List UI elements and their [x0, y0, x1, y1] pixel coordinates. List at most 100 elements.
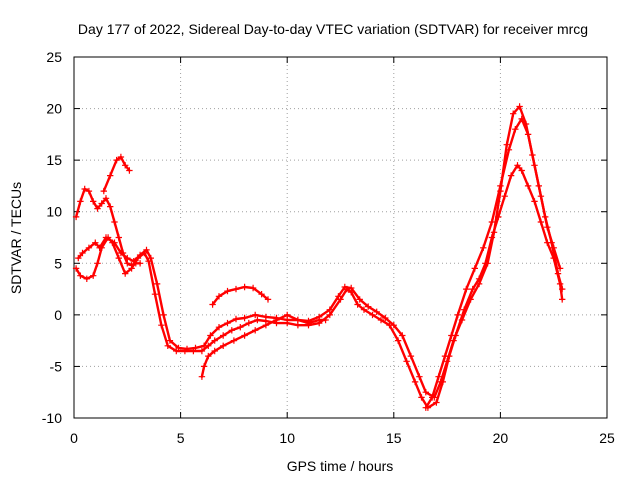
data-point — [126, 167, 133, 174]
data-point — [524, 182, 532, 190]
data-point — [224, 287, 231, 295]
data-point — [241, 314, 248, 322]
data-point — [207, 332, 214, 339]
series-line — [211, 285, 270, 306]
data-point — [422, 404, 429, 411]
data-point — [81, 185, 88, 193]
y-tick-label: 5 — [54, 255, 62, 271]
data-point — [111, 239, 118, 246]
data-point — [514, 162, 521, 169]
data-point — [407, 352, 415, 360]
data-point — [124, 260, 131, 267]
axis-ticks: 0 5 10 15 20 25 -10 -5 0 5 10 15 20 25 — [42, 49, 615, 446]
data-point — [294, 316, 302, 324]
data-point — [224, 319, 231, 327]
data-point — [90, 272, 97, 279]
data-point — [284, 311, 291, 319]
data-point — [326, 306, 333, 313]
x-tick-label: 5 — [177, 430, 185, 446]
series-line — [74, 187, 142, 267]
data-point — [433, 399, 440, 406]
x-tick-label: 0 — [70, 430, 78, 446]
data-point — [382, 314, 389, 322]
data-point — [241, 332, 248, 339]
data-point — [416, 373, 423, 380]
series-arc-6 — [198, 311, 329, 380]
y-tick-label: -5 — [50, 358, 63, 374]
data-point — [507, 172, 515, 179]
data-point — [136, 260, 144, 267]
data-point — [245, 319, 252, 327]
series-line — [424, 117, 562, 409]
data-point — [160, 311, 167, 319]
data-point — [544, 224, 551, 231]
data-point — [249, 284, 257, 292]
chart-title: Day 177 of 2022, Sidereal Day-to-day VTE… — [78, 21, 588, 37]
data-point — [262, 322, 270, 329]
data-point — [454, 311, 461, 319]
data-point — [469, 285, 476, 293]
data-point — [102, 234, 110, 241]
data-point — [85, 187, 93, 195]
data-point — [252, 327, 259, 334]
data-point — [115, 254, 122, 262]
y-tick-label: 20 — [46, 101, 62, 117]
data-point — [192, 344, 199, 352]
data-point — [435, 373, 442, 380]
data-point — [475, 280, 483, 288]
data-point — [559, 296, 566, 303]
plot-frame — [73, 56, 608, 419]
data-point — [232, 285, 240, 293]
data-point — [90, 198, 97, 205]
data-point — [463, 285, 470, 293]
data-point — [85, 244, 93, 251]
data-point — [175, 344, 182, 352]
data-point — [92, 239, 99, 246]
data-point — [102, 195, 110, 202]
data-point — [200, 363, 208, 370]
data-point — [471, 265, 478, 272]
data-point — [354, 301, 361, 308]
series-arc-3 — [72, 185, 144, 269]
data-point — [531, 162, 538, 169]
series-arc-2 — [75, 103, 566, 401]
y-axis-title: SDTVAR / TECUs — [8, 182, 24, 294]
data-point — [111, 218, 118, 226]
data-point — [220, 342, 227, 349]
data-point — [228, 327, 235, 334]
series-layer — [72, 103, 566, 411]
data-point — [322, 316, 329, 324]
data-point — [107, 203, 114, 210]
y-tick-label: 15 — [46, 152, 62, 168]
data-point — [75, 254, 82, 262]
data-point — [373, 308, 380, 315]
data-point — [399, 332, 406, 339]
data-point — [554, 270, 562, 277]
data-point — [524, 131, 532, 138]
data-point — [369, 311, 376, 319]
y-tick-label: 10 — [46, 204, 62, 220]
data-point — [501, 193, 508, 200]
data-point — [200, 342, 208, 349]
data-point — [232, 315, 240, 323]
data-point — [258, 291, 265, 298]
data-point — [211, 337, 218, 344]
data-point — [72, 213, 80, 221]
data-point — [550, 244, 557, 251]
data-point — [518, 167, 525, 174]
data-point — [356, 296, 363, 303]
data-point — [556, 265, 564, 272]
data-point — [448, 332, 455, 339]
data-point — [341, 283, 348, 291]
data-point — [316, 316, 323, 324]
data-point — [518, 115, 525, 123]
data-point — [254, 316, 261, 324]
series-line — [102, 155, 131, 193]
data-point — [220, 332, 227, 339]
data-point — [264, 296, 272, 303]
data-point — [273, 316, 280, 324]
data-point — [467, 296, 474, 303]
series-arc-5 — [209, 283, 272, 308]
